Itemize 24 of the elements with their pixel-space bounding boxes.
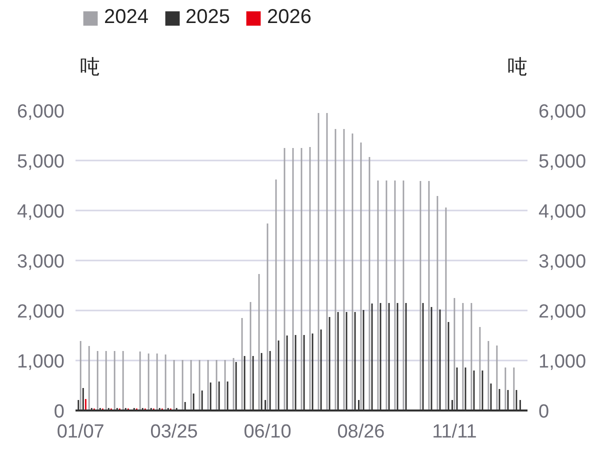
y2-tick-label: 5,000: [538, 152, 586, 172]
y2-tick-label: 2,000: [538, 302, 586, 322]
legend-label: 2025: [186, 6, 230, 29]
y-tick-label: 1,000: [16, 352, 64, 372]
y2-axis-title: 吨: [507, 56, 528, 78]
x-tick-label: 01/07: [56, 422, 104, 442]
y2-tick-label: 1,000: [538, 352, 586, 372]
legend-label: 2024: [104, 6, 148, 29]
x-tick-label: 11/11: [432, 422, 477, 442]
y2-tick-label: 6,000: [538, 102, 586, 122]
y2-tick-label: 0: [538, 402, 550, 422]
y-tick-label: 6,000: [16, 102, 64, 122]
y-axis-title: 吨: [80, 56, 100, 78]
x-tick-label: 06/10: [244, 422, 292, 442]
y2-tick-label: 3,000: [538, 252, 586, 272]
y-tick-label: 2,000: [16, 302, 64, 322]
y-tick-label: 5,000: [16, 152, 64, 172]
x-tick-label: 03/25: [150, 422, 198, 442]
y-tick-label: 4,000: [16, 202, 64, 222]
legend-label: 2026: [267, 6, 312, 29]
y2-tick-label: 4,000: [538, 202, 586, 222]
x-tick-label: 08/26: [337, 422, 385, 442]
y-tick-label: 0: [54, 402, 65, 422]
y-tick-label: 3,000: [16, 252, 64, 272]
